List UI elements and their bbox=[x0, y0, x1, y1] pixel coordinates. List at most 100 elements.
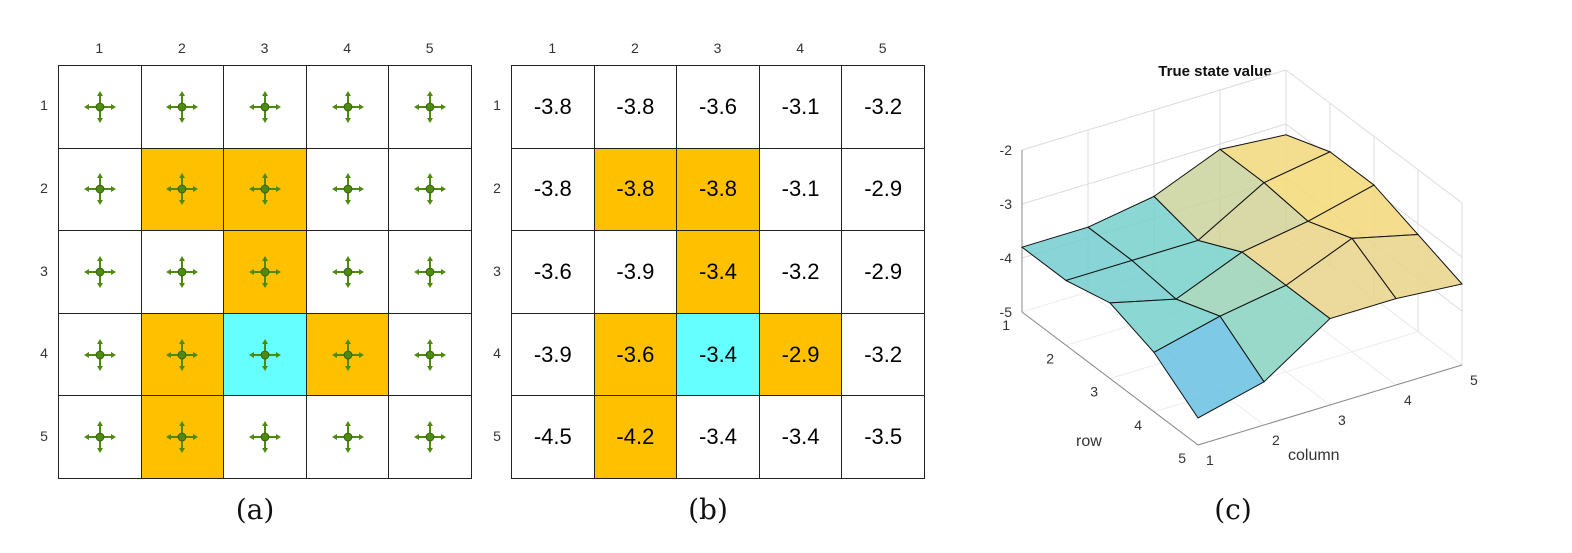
row-tick-label: 3 bbox=[1090, 384, 1098, 400]
four-way-arrow-icon bbox=[83, 421, 116, 454]
state-value: -3.8 bbox=[533, 176, 572, 202]
policy-cell-forbidden bbox=[223, 230, 307, 314]
policy-col-label: 3 bbox=[260, 40, 269, 56]
panel-c-caption: (c) bbox=[1214, 493, 1252, 526]
surface-patch bbox=[1153, 315, 1265, 419]
state-value: -3.8 bbox=[533, 93, 572, 119]
state-value: -2.9 bbox=[864, 258, 903, 284]
state-value: -3.2 bbox=[781, 258, 820, 284]
value-cell-forbidden: -2.9 bbox=[758, 312, 843, 397]
value-cell-normal: -3.2 bbox=[841, 65, 925, 149]
four-way-arrow-icon bbox=[248, 255, 281, 288]
policy-cell-normal bbox=[58, 147, 142, 232]
policy-cell-normal bbox=[58, 312, 142, 397]
policy-col-label: 2 bbox=[177, 40, 186, 56]
value-cell-normal: -2.9 bbox=[841, 230, 925, 314]
value-cell-forbidden: -3.8 bbox=[676, 147, 760, 232]
state-value: -3.2 bbox=[864, 93, 903, 119]
value-cell-normal: -3.8 bbox=[593, 65, 678, 149]
policy-cell-normal bbox=[388, 65, 472, 149]
z-tick-label: -2 bbox=[1000, 142, 1013, 158]
state-value: -3.1 bbox=[781, 176, 820, 202]
row-tick-label: 5 bbox=[1178, 450, 1186, 466]
policy-cell-forbidden bbox=[140, 395, 225, 479]
value-cell-normal: -3.9 bbox=[511, 312, 595, 397]
value-row-label: 3 bbox=[493, 262, 501, 279]
panel-a-caption: (a) bbox=[235, 493, 275, 526]
surface bbox=[1020, 134, 1463, 419]
state-value: -3.9 bbox=[533, 341, 572, 367]
value-row-label: 4 bbox=[493, 345, 501, 362]
four-way-arrow-icon bbox=[166, 173, 199, 206]
value-col-label: 5 bbox=[878, 40, 887, 56]
row-tick-label: 4 bbox=[1134, 417, 1142, 433]
value-cell-forbidden: -3.6 bbox=[593, 312, 678, 397]
panel-a-policy-grid: 1 2 3 4 5 1 2 3 4 5 (a) bbox=[0, 0, 480, 553]
policy-row-label: 2 bbox=[40, 179, 48, 196]
policy-col-label: 1 bbox=[95, 40, 104, 56]
value-cell-normal: -3.8 bbox=[511, 65, 595, 149]
four-way-arrow-icon bbox=[331, 90, 364, 123]
four-way-arrow-icon bbox=[331, 255, 364, 288]
surface-plot-title: True state value bbox=[1158, 63, 1272, 80]
policy-cell-normal bbox=[58, 230, 142, 314]
state-value: -4.2 bbox=[616, 424, 655, 450]
value-col-label: 2 bbox=[630, 40, 639, 56]
value-cell-normal: -3.9 bbox=[593, 230, 678, 314]
value-cell-forbidden: -3.4 bbox=[676, 230, 760, 314]
state-value: -3.2 bbox=[864, 341, 903, 367]
state-value: -3.5 bbox=[864, 424, 903, 450]
four-way-arrow-icon bbox=[331, 338, 364, 371]
state-value: -3.8 bbox=[616, 93, 655, 119]
col-tick-label: 2 bbox=[1272, 432, 1280, 448]
value-cell-normal: -3.5 bbox=[841, 395, 925, 479]
four-way-arrow-icon bbox=[83, 255, 116, 288]
value-cell-normal: -3.1 bbox=[758, 65, 843, 149]
four-way-arrow-icon bbox=[414, 421, 447, 454]
four-way-arrow-icon bbox=[166, 90, 199, 123]
four-way-arrow-icon bbox=[414, 255, 447, 288]
state-value: -3.8 bbox=[699, 176, 737, 202]
four-way-arrow-icon bbox=[166, 338, 199, 371]
four-way-arrow-icon bbox=[414, 338, 447, 371]
value-cell-normal: -3.6 bbox=[511, 230, 595, 314]
value-cell-normal: -3.8 bbox=[511, 147, 595, 232]
four-way-arrow-icon bbox=[414, 90, 447, 123]
plot-axes bbox=[1021, 150, 1463, 446]
policy-cell-normal bbox=[388, 230, 472, 314]
value-cell-target: -3.4 bbox=[676, 312, 760, 397]
policy-cell-normal bbox=[388, 312, 472, 397]
state-value: -3.9 bbox=[616, 258, 655, 284]
state-value: -3.6 bbox=[533, 258, 572, 284]
col-tick-label: 5 bbox=[1470, 372, 1478, 388]
four-way-arrow-icon bbox=[83, 90, 116, 123]
policy-cell-normal bbox=[305, 147, 390, 232]
four-way-arrow-icon bbox=[248, 421, 281, 454]
four-way-arrow-icon bbox=[83, 173, 116, 206]
state-value: -3.1 bbox=[781, 93, 820, 119]
policy-cell-normal bbox=[58, 65, 142, 149]
value-cell-normal: -3.2 bbox=[841, 312, 925, 397]
value-cell-forbidden: -3.8 bbox=[593, 147, 678, 232]
state-value: -3.4 bbox=[781, 424, 820, 450]
policy-col-label: 4 bbox=[343, 40, 351, 56]
policy-row-label: 4 bbox=[40, 345, 48, 362]
value-cell-normal: -3.4 bbox=[676, 395, 760, 479]
value-cell-forbidden: -4.2 bbox=[593, 395, 678, 479]
state-value: -3.4 bbox=[699, 258, 737, 284]
z-tick-label: -5 bbox=[1000, 304, 1013, 320]
policy-cell-normal bbox=[305, 395, 390, 479]
col-tick-label: 4 bbox=[1404, 392, 1412, 408]
value-cell-normal: -3.1 bbox=[758, 147, 843, 232]
row-axis-label: row bbox=[1076, 433, 1102, 450]
state-value: -3.4 bbox=[699, 424, 737, 450]
state-value: -2.9 bbox=[781, 341, 820, 367]
policy-cell-normal bbox=[223, 395, 307, 479]
value-row-label: 2 bbox=[493, 179, 501, 196]
four-way-arrow-icon bbox=[166, 255, 199, 288]
row-tick-label: 2 bbox=[1046, 350, 1054, 366]
value-cell-normal: -3.2 bbox=[758, 230, 843, 314]
panel-b-caption: (b) bbox=[688, 493, 728, 526]
value-row-label: 5 bbox=[493, 427, 501, 444]
